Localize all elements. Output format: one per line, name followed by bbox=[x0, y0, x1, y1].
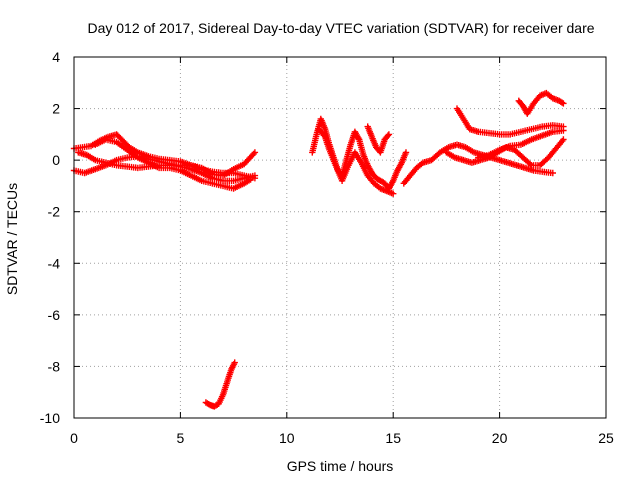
series-plus-markers bbox=[475, 127, 567, 161]
data-series bbox=[453, 105, 567, 138]
x-tick-label: 20 bbox=[492, 430, 508, 446]
data-series bbox=[315, 126, 397, 197]
plot-frame bbox=[73, 56, 607, 419]
y-tick-labels: -10 -8 -6 -4 -2 0 2 4 bbox=[40, 49, 60, 426]
y-axis-title: SDTVAR / TECUs bbox=[4, 183, 20, 295]
y-tick-label: -10 bbox=[40, 410, 60, 426]
y-tick-label: -2 bbox=[48, 204, 61, 220]
data-series bbox=[92, 136, 254, 192]
x-tick-label: 5 bbox=[177, 430, 185, 446]
y-tick-label: -4 bbox=[48, 255, 61, 271]
x-tick-label: 0 bbox=[70, 430, 78, 446]
axis-ticks bbox=[73, 56, 607, 419]
series-plus-markers bbox=[92, 136, 254, 192]
series-plus-markers bbox=[453, 105, 567, 138]
x-tick-label: 25 bbox=[598, 430, 614, 446]
data-series bbox=[202, 359, 238, 410]
x-tick-label: 10 bbox=[279, 430, 295, 446]
y-tick-label: 0 bbox=[52, 152, 60, 168]
series-plus-markers bbox=[202, 359, 238, 410]
x-tick-labels: 0 5 10 15 20 25 bbox=[70, 430, 614, 446]
series-plus-markers bbox=[515, 89, 567, 117]
data-series bbox=[364, 123, 393, 156]
data-series bbox=[475, 127, 567, 161]
x-tick-label: 15 bbox=[385, 430, 401, 446]
series-plus-markers bbox=[315, 126, 397, 197]
chart-title: Day 012 of 2017, Sidereal Day-to-day VTE… bbox=[87, 20, 594, 36]
y-tick-label: 4 bbox=[52, 49, 60, 65]
series-plus-markers bbox=[364, 123, 393, 156]
y-tick-label: -6 bbox=[48, 307, 61, 323]
x-axis-title: GPS time / hours bbox=[287, 458, 394, 474]
chart-marks bbox=[70, 89, 567, 410]
y-tick-label: 2 bbox=[52, 101, 60, 117]
data-series bbox=[515, 89, 567, 117]
y-tick-label: -8 bbox=[48, 358, 61, 374]
